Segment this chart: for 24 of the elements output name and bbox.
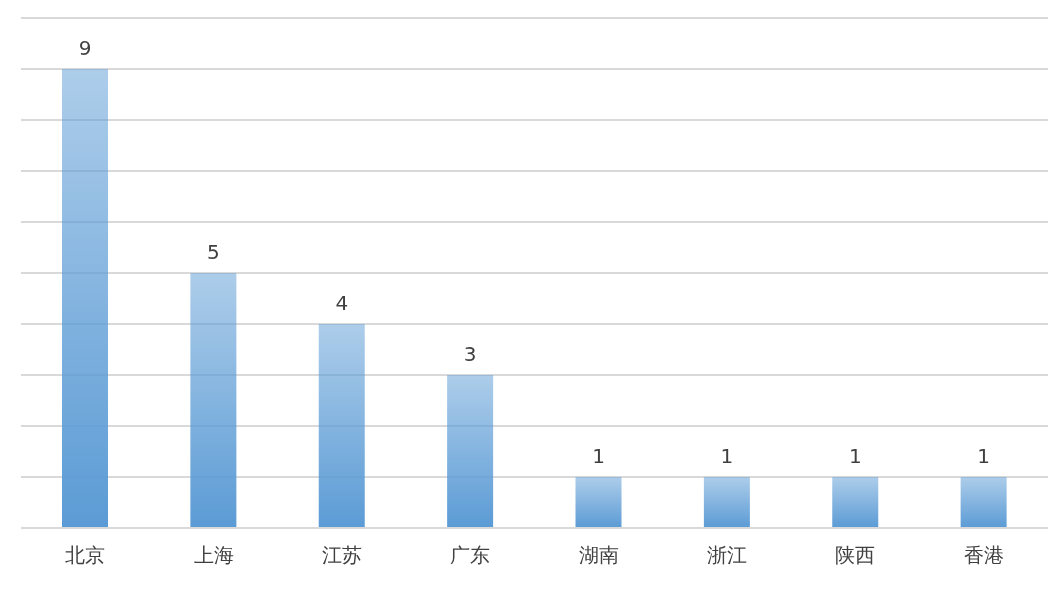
- bar: [703, 477, 750, 528]
- data-label: 1: [592, 444, 605, 468]
- bar: [960, 477, 1007, 528]
- x-tick-label: 湖南: [578, 543, 619, 568]
- x-tick-label: 香港: [963, 543, 1004, 568]
- x-tick-label: 北京: [65, 543, 106, 568]
- bar: [190, 273, 237, 528]
- data-label: 4: [335, 291, 349, 315]
- bar: [62, 69, 108, 528]
- x-tick-label: 广东: [450, 543, 491, 568]
- bar: [447, 375, 494, 528]
- data-label: 3: [463, 342, 477, 366]
- x-tick-label: 浙江: [707, 543, 748, 568]
- data-label: 1: [848, 444, 862, 468]
- bar: [832, 477, 879, 528]
- x-tick-label: 陕西: [835, 543, 876, 568]
- x-tick-label: 江苏: [321, 543, 362, 568]
- bar: [575, 477, 622, 528]
- data-label: 9: [78, 36, 92, 60]
- x-tick-label: 上海: [193, 543, 234, 568]
- data-label: 1: [977, 444, 990, 468]
- data-label: 1: [720, 444, 734, 468]
- data-label: 5: [207, 240, 220, 264]
- bar: [318, 324, 365, 528]
